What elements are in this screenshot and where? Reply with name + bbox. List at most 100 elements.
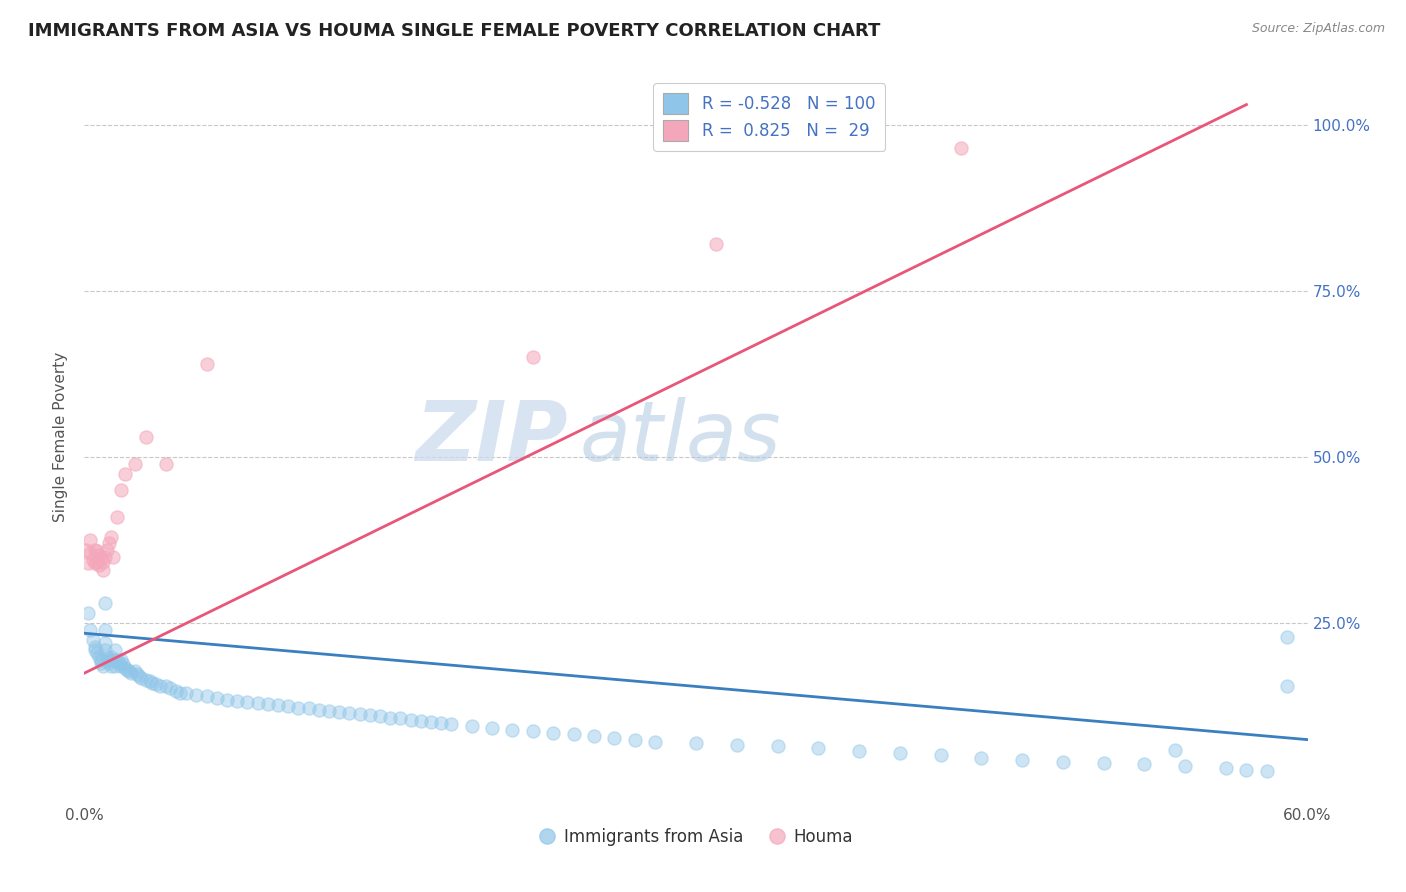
Point (1277, 630, 1299, 644)
Point (149, 680, 172, 694)
Y-axis label: Single Female Poverty: Single Female Poverty (53, 352, 69, 522)
Point (83, 643, 105, 657)
Point (950, 141, 973, 155)
Point (440, 717, 463, 731)
Point (97, 536, 120, 550)
Point (100, 649, 122, 664)
Point (114, 661, 136, 675)
Point (195, 357, 218, 371)
Point (155, 457, 177, 471)
Point (174, 686, 197, 700)
Point (105, 509, 128, 524)
Point (105, 653, 128, 667)
Point (226, 694, 249, 708)
Point (100, 530, 122, 544)
Point (110, 483, 132, 498)
Point (298, 701, 321, 715)
Point (562, 727, 585, 741)
Point (624, 732, 647, 747)
Point (79, 546, 101, 560)
Point (807, 741, 830, 756)
Point (481, 722, 503, 736)
Point (349, 707, 371, 722)
Point (246, 696, 269, 710)
Point (75, 543, 97, 558)
Point (409, 714, 432, 728)
Point (91, 563, 114, 577)
Point (97, 656, 120, 670)
Point (267, 698, 290, 712)
Text: IMMIGRANTS FROM ASIA VS HOUMA SINGLE FEMALE POVERTY CORRELATION CHART: IMMIGRANTS FROM ASIA VS HOUMA SINGLE FEM… (28, 22, 880, 40)
Point (101, 653, 124, 667)
Point (368, 709, 391, 723)
Point (124, 664, 146, 678)
Point (79, 533, 101, 548)
Point (685, 736, 707, 750)
Point (848, 744, 870, 758)
Point (93, 596, 115, 610)
Point (118, 664, 141, 678)
Point (127, 667, 149, 681)
Point (104, 643, 127, 657)
Point (83, 543, 105, 558)
Point (159, 681, 181, 696)
Point (522, 351, 544, 365)
Point (91, 555, 114, 569)
Point (1092, 756, 1115, 770)
Point (1174, 759, 1197, 773)
Point (83, 640, 105, 654)
Point (766, 739, 789, 754)
Point (96, 543, 118, 558)
Point (1236, 763, 1258, 777)
Point (131, 671, 153, 685)
Point (82, 553, 104, 567)
Text: atlas: atlas (579, 397, 782, 477)
Point (339, 706, 361, 720)
Point (257, 698, 280, 712)
Point (1164, 742, 1187, 756)
Point (87, 558, 110, 572)
Point (236, 695, 259, 709)
Point (135, 673, 157, 687)
Point (93, 549, 115, 564)
Point (217, 692, 239, 706)
Point (430, 716, 453, 731)
Point (195, 690, 218, 704)
Point (90, 653, 112, 667)
Point (93, 643, 115, 657)
Point (389, 711, 412, 725)
Point (205, 690, 228, 705)
Point (86, 544, 108, 558)
Point (308, 703, 330, 717)
Point (110, 659, 132, 673)
Point (100, 659, 122, 673)
Point (90, 656, 112, 670)
Point (91, 659, 114, 673)
Point (128, 669, 150, 683)
Point (112, 657, 135, 672)
Point (1133, 757, 1156, 772)
Point (86, 646, 108, 660)
Point (1052, 755, 1074, 769)
Point (1215, 761, 1237, 775)
Point (706, 237, 728, 252)
Point (380, 711, 402, 725)
Point (603, 731, 626, 745)
Point (644, 734, 666, 748)
Point (583, 729, 606, 743)
Point (155, 680, 177, 694)
Point (104, 659, 127, 673)
Point (970, 750, 993, 764)
Text: ZIP: ZIP (415, 397, 568, 477)
Point (138, 674, 160, 689)
Point (93, 623, 115, 637)
Point (77, 557, 100, 571)
Point (83, 557, 105, 571)
Point (93, 636, 115, 650)
Point (169, 686, 191, 700)
Point (461, 719, 484, 733)
Point (1256, 764, 1278, 778)
Point (287, 700, 309, 714)
Point (97, 653, 120, 667)
Point (145, 677, 167, 691)
